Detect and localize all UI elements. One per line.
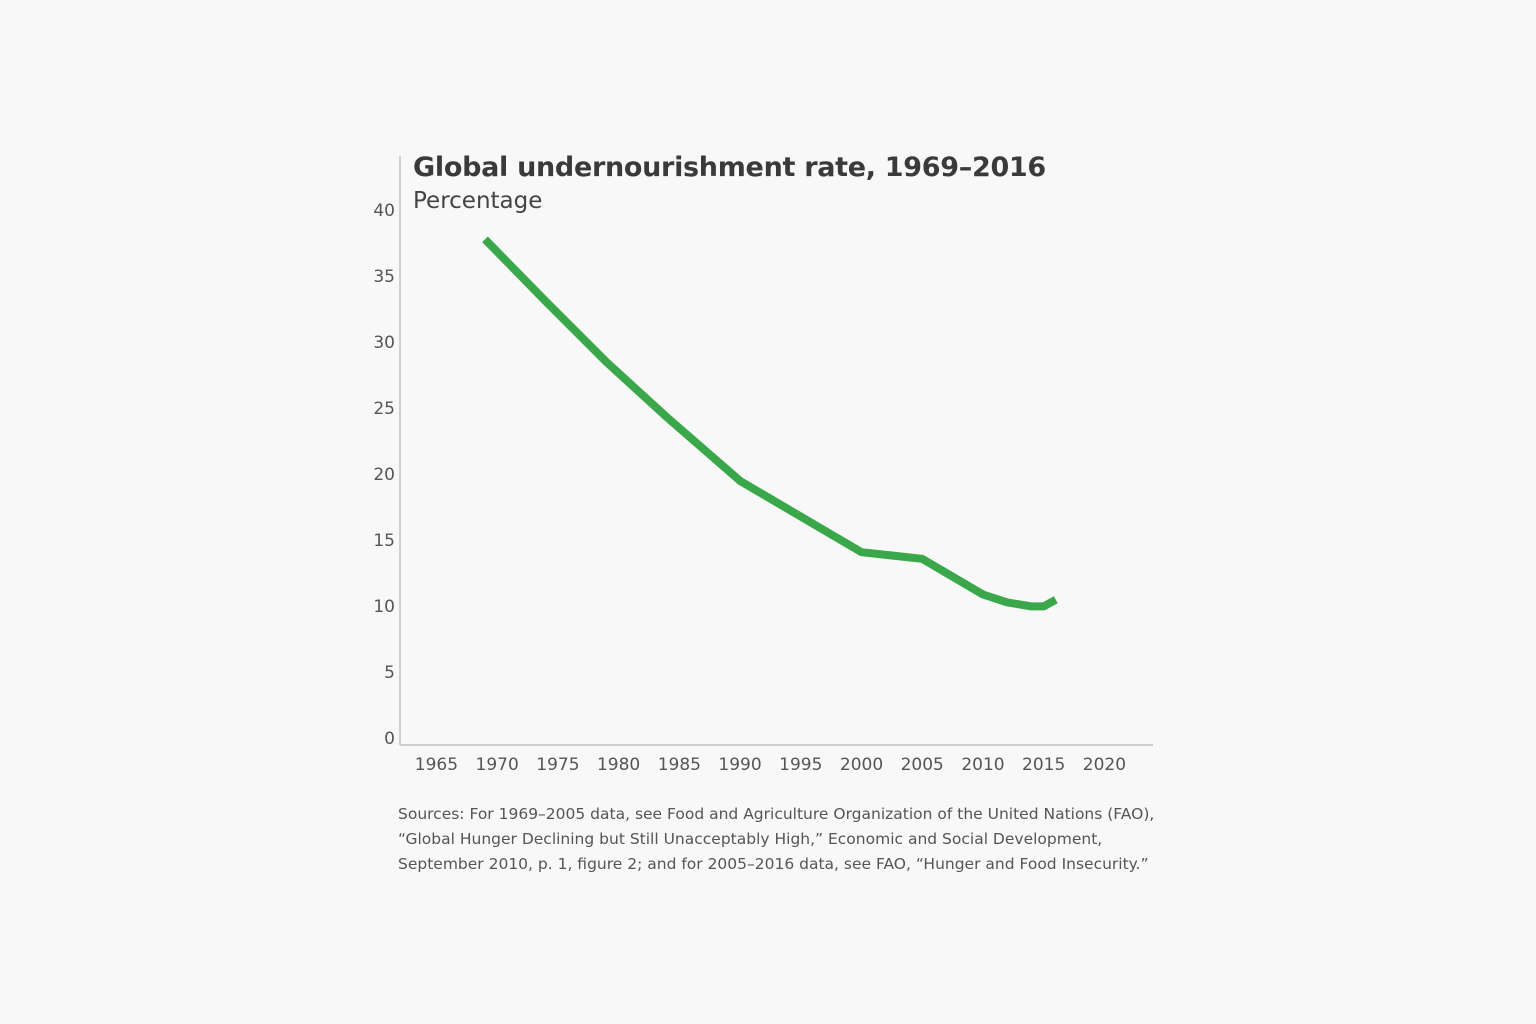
source-line: “Global Hunger Declining but Still Unacc… (398, 830, 1103, 848)
x-tick-label: 2020 (1083, 755, 1126, 775)
y-tick-label: 0 (384, 729, 395, 749)
x-axis-ticks: 1965 1970 1975 1980 1985 1990 1995 2000 2005 2010… (415, 755, 1126, 775)
source-line: September 2010, p. 1, figure 2; and for … (398, 855, 1149, 873)
x-tick-label: 1990 (718, 755, 761, 775)
x-tick-label: 2010 (961, 755, 1004, 775)
x-tick-label: 2005 (901, 755, 944, 775)
x-tick-label: 1970 (476, 755, 519, 775)
source-note: Sources: For 1969–2005 data, see Food an… (398, 802, 1178, 877)
x-tick-label: 1995 (779, 755, 822, 775)
y-tick-label: 5 (384, 663, 395, 683)
y-tick-label: 10 (373, 597, 395, 617)
y-tick-label: 25 (373, 399, 395, 419)
series-layer (482, 236, 1058, 611)
x-tick-label: 1985 (658, 755, 701, 775)
source-line: Sources: For 1969–2005 data, see Food an… (398, 805, 1155, 823)
y-axis-ticks: 0 5 10 15 20 25 30 35 40 (373, 201, 395, 749)
x-tick-label: 1980 (597, 755, 640, 775)
y-tick-label: 35 (373, 267, 395, 287)
x-tick-label: 2015 (1022, 755, 1065, 775)
y-tick-label: 40 (373, 201, 395, 221)
chart-subtitle: Percentage (413, 188, 543, 214)
x-tick-label: 1975 (536, 755, 579, 775)
y-tick-label: 15 (373, 531, 395, 551)
x-tick-label: 2000 (840, 755, 883, 775)
y-tick-label: 20 (373, 465, 395, 485)
x-tick-label: 1965 (415, 755, 458, 775)
series-line (482, 236, 1058, 611)
chart-title: Global undernourishment rate, 1969–2016 (413, 152, 1046, 183)
y-tick-label: 30 (373, 333, 395, 353)
